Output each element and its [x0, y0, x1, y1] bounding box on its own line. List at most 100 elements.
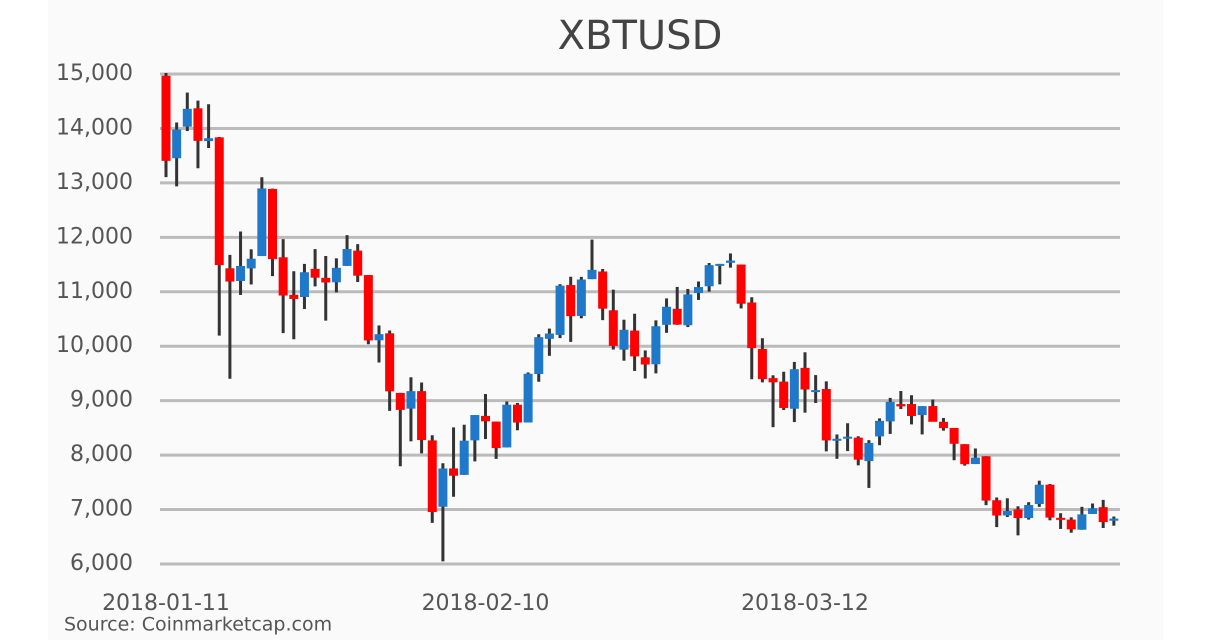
- candle-body: [449, 468, 459, 476]
- candle-body: [268, 188, 277, 260]
- candle-body: [1088, 508, 1098, 514]
- candle-body: [907, 403, 916, 417]
- candle-body: [459, 440, 469, 475]
- candle-body: [640, 357, 650, 365]
- x-tick-label: 2018-03-12: [741, 591, 869, 616]
- candle-body: [821, 389, 831, 441]
- candle-body: [544, 333, 554, 339]
- candle-body: [1045, 484, 1055, 518]
- candle-body: [1034, 484, 1044, 505]
- candle-body: [438, 468, 448, 507]
- chart-background: [48, 0, 1163, 640]
- x-tick-label: 2018-02-10: [422, 591, 550, 616]
- candle-body: [1109, 518, 1119, 521]
- candle-body: [992, 500, 1002, 516]
- candle-body: [491, 421, 501, 449]
- candle-body: [182, 108, 192, 127]
- candle-body: [651, 326, 661, 365]
- candle-body: [1024, 505, 1034, 519]
- candle-body: [1066, 519, 1076, 530]
- candle-body: [704, 265, 714, 287]
- candle-body: [789, 369, 799, 409]
- candle-body: [1098, 507, 1108, 523]
- candle-body: [353, 250, 363, 276]
- candle-body: [225, 268, 235, 282]
- candle-body: [875, 420, 885, 437]
- candle-body: [417, 391, 427, 441]
- candle-body: [843, 436, 853, 439]
- candle-body: [299, 272, 309, 298]
- candle-body: [917, 406, 927, 416]
- candle-body: [576, 279, 586, 316]
- candle-body: [236, 265, 246, 281]
- candle-body: [193, 108, 203, 141]
- candle-body: [512, 404, 522, 423]
- candle-body: [1013, 509, 1023, 519]
- candle-body: [555, 285, 565, 335]
- candle-body: [630, 330, 640, 357]
- candle-body: [502, 404, 512, 448]
- y-tick-label: 14,000: [56, 115, 133, 140]
- candle-body: [736, 264, 746, 304]
- candle-body: [1077, 514, 1087, 530]
- y-tick-label: 6,000: [70, 551, 133, 576]
- candle-body: [246, 258, 256, 269]
- candle-body: [608, 310, 618, 346]
- candle-body: [811, 390, 821, 393]
- chart-title: XBTUSD: [558, 13, 723, 59]
- candle-body: [278, 257, 288, 296]
- candle-body: [363, 275, 373, 341]
- candle-body: [672, 308, 682, 325]
- candle-body: [938, 421, 948, 429]
- candle-body: [406, 391, 416, 409]
- y-tick-label: 8,000: [70, 442, 133, 467]
- candle-body: [832, 438, 842, 441]
- candle-body: [331, 267, 341, 283]
- candle-body: [864, 442, 874, 462]
- candle-body: [470, 415, 480, 441]
- y-tick-label: 9,000: [70, 388, 133, 413]
- candle-body: [928, 406, 938, 422]
- candle-body: [289, 294, 299, 299]
- y-tick-label: 7,000: [70, 497, 133, 522]
- candle-body: [715, 263, 725, 266]
- candle-body: [768, 378, 778, 383]
- candle-body: [172, 129, 182, 159]
- candle-body: [534, 337, 544, 375]
- y-tick-label: 13,000: [56, 170, 133, 195]
- candle-body: [523, 373, 533, 423]
- candle-body: [342, 248, 352, 266]
- y-tick-label: 15,000: [56, 61, 133, 86]
- candle-body: [694, 287, 703, 294]
- candle-body: [598, 271, 608, 309]
- candle-body: [1056, 517, 1066, 520]
- y-tick-label: 12,000: [56, 224, 133, 249]
- candle-body: [481, 415, 490, 422]
- candle-body: [374, 334, 384, 341]
- candle-body: [204, 138, 214, 142]
- source-note: Source: Coinmarketcap.com: [64, 614, 332, 636]
- candle-body: [970, 457, 980, 465]
- candle-body: [853, 437, 863, 460]
- candle-body: [683, 294, 693, 326]
- candle-body: [725, 260, 735, 263]
- candle-body: [747, 302, 757, 349]
- candle-body: [981, 456, 991, 501]
- candle-body: [1002, 511, 1012, 516]
- candle-body: [949, 427, 959, 444]
- candle-body: [214, 137, 224, 266]
- candle-body: [310, 268, 320, 278]
- candle-body: [800, 367, 810, 390]
- candle-body: [566, 285, 576, 317]
- y-tick-label: 10,000: [56, 333, 133, 358]
- candle-body: [885, 401, 895, 422]
- x-tick-label: 2018-01-11: [102, 591, 230, 616]
- candle-body: [385, 333, 395, 392]
- candle-body: [757, 348, 767, 380]
- candle-body: [619, 329, 629, 350]
- candle-body: [161, 75, 171, 161]
- candle-body: [257, 188, 267, 257]
- y-tick-label: 11,000: [56, 279, 133, 304]
- candle-body: [395, 392, 405, 410]
